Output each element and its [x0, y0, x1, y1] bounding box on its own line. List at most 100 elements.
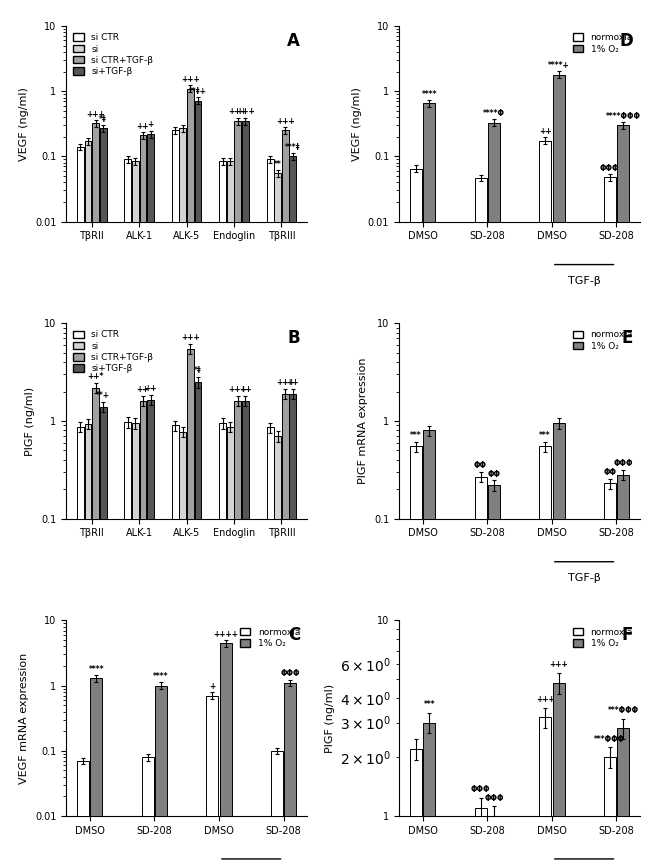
Legend: si CTR, si, si CTR+TGF-β, si+TGF-β: si CTR, si, si CTR+TGF-β, si+TGF-β [71, 30, 156, 79]
Y-axis label: VEGF (ng/ml): VEGF (ng/ml) [352, 87, 362, 161]
Bar [267, 427, 273, 868]
Text: ***ΦΦΦ: ***ΦΦΦ [608, 707, 639, 715]
Text: **‡+: **‡+ [189, 87, 207, 96]
Bar [155, 686, 167, 868]
Bar [488, 485, 500, 868]
Bar [290, 156, 296, 868]
Text: ***: *** [424, 700, 435, 709]
Bar [227, 161, 234, 868]
Text: +++: +++ [228, 385, 248, 394]
Bar [139, 135, 147, 868]
Text: +++: +++ [86, 110, 105, 119]
Bar [488, 816, 500, 868]
Legend: normoxia, 1% O₂: normoxia, 1% O₂ [237, 625, 303, 651]
Bar [219, 424, 226, 868]
Bar [617, 728, 629, 868]
Text: ****: **** [153, 672, 169, 681]
Bar [410, 168, 422, 868]
Text: ΦΦΦ: ΦΦΦ [471, 786, 490, 794]
Bar [180, 128, 186, 868]
Bar [410, 446, 422, 868]
Bar [242, 401, 249, 868]
Y-axis label: PlGF (ng/ml): PlGF (ng/ml) [325, 684, 335, 753]
Text: ΦΦ: ΦΦ [488, 470, 500, 478]
Text: E: E [622, 329, 633, 347]
Text: ++: ++ [145, 384, 157, 393]
Text: +++: +++ [228, 108, 248, 116]
Text: TGF-β: TGF-β [568, 276, 601, 286]
Bar [539, 141, 551, 868]
Text: *‡: *‡ [99, 115, 107, 123]
Bar [180, 431, 186, 868]
Bar [172, 130, 179, 868]
Bar [552, 75, 565, 868]
Bar [475, 808, 486, 868]
Text: F: F [622, 627, 633, 644]
Bar [172, 425, 179, 868]
Text: ΦΦΦ: ΦΦΦ [600, 164, 620, 173]
Text: ***: *** [410, 431, 422, 440]
Text: +++: +++ [181, 332, 200, 342]
Text: ++: ++ [286, 378, 299, 387]
Bar [552, 424, 565, 868]
Text: ΦΦΦ: ΦΦΦ [484, 793, 504, 803]
Text: ΦΦΦ: ΦΦΦ [280, 669, 300, 679]
Legend: normoxia, 1% O₂: normoxia, 1% O₂ [570, 328, 636, 353]
Bar [220, 643, 232, 868]
Bar [271, 751, 283, 868]
Bar [124, 422, 131, 868]
Bar [139, 401, 147, 868]
Text: **: ** [274, 160, 282, 168]
Text: +++: +++ [276, 378, 294, 387]
Bar [475, 178, 486, 868]
Text: ++: ++ [239, 385, 251, 394]
Bar [195, 382, 201, 868]
Text: ++: ++ [137, 385, 149, 394]
Text: ***: *** [539, 431, 551, 440]
Text: C: C [288, 627, 300, 644]
Bar [84, 424, 91, 868]
Text: +++: +++ [549, 661, 568, 669]
Bar [290, 394, 296, 868]
Bar [195, 101, 201, 868]
Bar [141, 757, 154, 868]
Legend: si CTR, si, si CTR+TGF-β, si+TGF-β: si CTR, si, si CTR+TGF-β, si+TGF-β [71, 328, 156, 376]
Text: ****ΦΦΦ: ****ΦΦΦ [606, 112, 641, 121]
Text: ****: **** [422, 90, 437, 99]
Text: ΦΦΦ: ΦΦΦ [613, 459, 633, 469]
Y-axis label: PlGF mRNA expression: PlGF mRNA expression [358, 358, 368, 484]
Bar [275, 174, 281, 868]
Bar [227, 427, 234, 868]
Bar [475, 477, 486, 868]
Text: +++: +++ [536, 694, 554, 704]
Text: ++++: ++++ [213, 629, 238, 639]
Bar [77, 761, 89, 868]
Bar [604, 177, 616, 868]
Bar [552, 683, 565, 868]
Bar [423, 431, 436, 868]
Bar [187, 89, 194, 868]
Bar [100, 407, 106, 868]
Text: ***‡: ***‡ [285, 143, 300, 152]
Text: A: A [287, 32, 300, 49]
Bar [410, 749, 422, 868]
Bar [488, 122, 500, 868]
Text: ****Φ: ****Φ [483, 109, 505, 118]
Bar [284, 683, 296, 868]
Bar [423, 103, 436, 868]
Bar [604, 483, 616, 868]
Bar [539, 446, 551, 868]
Bar [234, 121, 242, 868]
Legend: normoxia, 1% O₂: normoxia, 1% O₂ [570, 30, 636, 56]
Bar [275, 436, 281, 868]
Text: ++: ++ [539, 127, 551, 136]
Bar [84, 141, 91, 868]
Text: ****+: ****+ [548, 61, 570, 70]
Text: ***ΦΦΦ: ***ΦΦΦ [594, 734, 625, 744]
Bar [92, 387, 99, 868]
Text: ++*: ++* [87, 372, 104, 381]
Bar [617, 475, 629, 868]
Bar [92, 123, 99, 868]
Y-axis label: VEGF (ng/ml): VEGF (ng/ml) [19, 87, 29, 161]
Text: +: + [147, 121, 154, 129]
